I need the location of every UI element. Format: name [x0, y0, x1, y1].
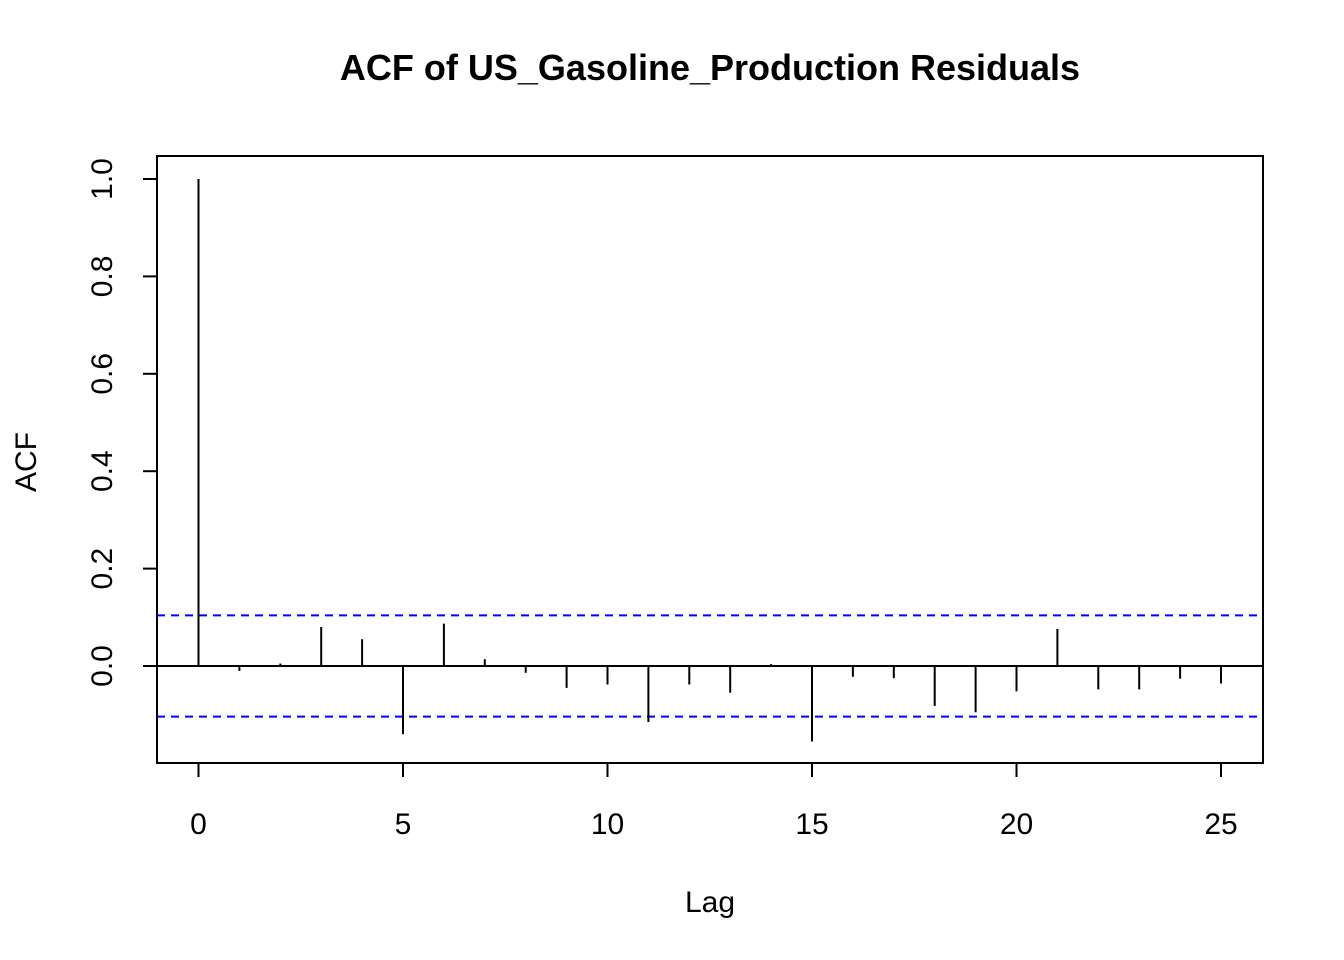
x-tick-label: 5	[395, 808, 412, 841]
y-tick-label: 0.4	[86, 450, 119, 492]
x-tick-label: 10	[591, 808, 624, 841]
x-tick-label: 25	[1204, 808, 1237, 841]
y-axis: 0.0 0.2 0.4 0.6 0.8 1.0	[86, 158, 158, 687]
plot-frame	[156, 155, 1264, 764]
x-tick-label: 20	[1000, 808, 1033, 841]
y-tick-label: 0.8	[86, 256, 119, 298]
x-tick-label: 15	[795, 808, 828, 841]
x-tick-label: 0	[190, 808, 207, 841]
y-tick-label: 0.6	[86, 353, 119, 395]
y-tick-label: 0.2	[86, 548, 119, 590]
y-axis-label: ACF	[10, 432, 43, 492]
acf-bars	[197, 179, 1222, 742]
x-axis-label: Lag	[685, 886, 735, 919]
x-axis: 0 5 10 15 20 25	[190, 762, 1238, 841]
y-tick-label: 1.0	[86, 158, 119, 200]
y-tick-label: 0.0	[86, 645, 119, 687]
confidence-bounds	[157, 614, 1263, 718]
chart-title: ACF of US_Gasoline_Production Residuals	[340, 47, 1080, 88]
